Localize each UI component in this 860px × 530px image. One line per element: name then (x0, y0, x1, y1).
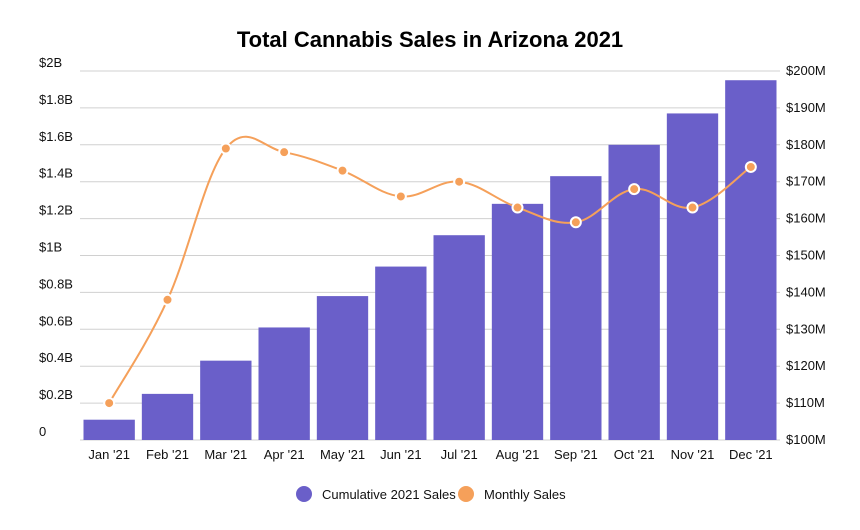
x-tick-label: Mar '21 (204, 447, 247, 462)
line-point (278, 146, 291, 159)
y-right-tick-label: $120M (786, 358, 826, 373)
y-left-tick-label: $1.6B (39, 129, 73, 144)
line-point (336, 164, 349, 177)
line-point (744, 160, 757, 173)
legend-label-cumulative: Cumulative 2021 Sales (322, 487, 456, 502)
line-point (686, 201, 699, 214)
line-point (628, 183, 641, 196)
bar (83, 419, 135, 440)
y-left-tick-label: $0.8B (39, 276, 73, 291)
y-right-tick-label: $150M (786, 248, 826, 263)
x-tick-label: Jan '21 (88, 447, 130, 462)
right-axis-ticks: $100M $110M $120M $130M $140M $150M $160M $170M… (786, 63, 826, 447)
legend: Cumulative 2021 Sales Monthly Sales (296, 486, 566, 502)
x-tick-label: Nov '21 (671, 447, 715, 462)
line-point (453, 175, 466, 188)
y-right-tick-label: $200M (786, 63, 826, 78)
legend-marker-cumulative (296, 486, 312, 502)
bar (433, 235, 485, 440)
x-tick-label: Oct '21 (614, 447, 655, 462)
legend-label-monthly: Monthly Sales (484, 487, 566, 502)
bar (316, 296, 369, 440)
line-point (511, 201, 524, 214)
y-right-tick-label: $190M (786, 100, 826, 115)
y-left-tick-label: $1.2B (39, 203, 73, 218)
y-left-tick-label: $0.6B (39, 313, 73, 328)
x-tick-label: Aug '21 (496, 447, 540, 462)
y-left-tick-label: $1.8B (39, 92, 73, 107)
y-right-tick-label: $140M (786, 284, 826, 299)
x-tick-label: Jun '21 (380, 447, 422, 462)
y-right-tick-label: $100M (786, 432, 826, 447)
bar (258, 327, 310, 440)
x-tick-label: Jul '21 (441, 447, 478, 462)
y-left-tick-label: $1B (39, 240, 62, 255)
chart-title: Total Cannabis Sales in Arizona 2021 (237, 27, 623, 52)
y-right-tick-label: $180M (786, 137, 826, 152)
line-point (161, 293, 174, 306)
bar (200, 360, 252, 440)
y-right-tick-label: $110M (786, 395, 825, 410)
y-right-tick-label: $170M (786, 174, 826, 189)
bar (375, 266, 427, 440)
y-left-tick-label: 0 (39, 424, 46, 439)
x-axis-ticks: Jan '21 Feb '21 Mar '21 Apr '21 May '21 Jun '… (88, 447, 772, 462)
bar (725, 80, 777, 440)
x-tick-label: Apr '21 (264, 447, 305, 462)
x-tick-label: Dec '21 (729, 447, 773, 462)
y-right-tick-label: $130M (786, 321, 826, 336)
line-point (394, 190, 407, 203)
y-right-tick-label: $160M (786, 211, 826, 226)
bar-series (83, 80, 777, 441)
y-left-tick-label: $2B (39, 55, 62, 70)
y-left-tick-label: $0.4B (39, 350, 73, 365)
left-axis-ticks: 0 $0.2B $0.4B $0.6B $0.8B $1B $1.2B $1.4B $1.6B $… (39, 55, 73, 439)
line-series (103, 135, 757, 410)
y-left-tick-label: $1.4B (39, 166, 73, 181)
x-tick-label: Sep '21 (554, 447, 598, 462)
line-point (569, 216, 582, 229)
bar (141, 393, 194, 440)
x-tick-label: May '21 (320, 447, 365, 462)
bar (491, 203, 544, 440)
line-point (103, 397, 116, 410)
bar (550, 176, 602, 441)
x-tick-label: Feb '21 (146, 447, 189, 462)
y-left-tick-label: $0.2B (39, 387, 73, 402)
legend-marker-monthly (458, 486, 474, 502)
line-point (219, 142, 232, 155)
bar (666, 113, 719, 440)
